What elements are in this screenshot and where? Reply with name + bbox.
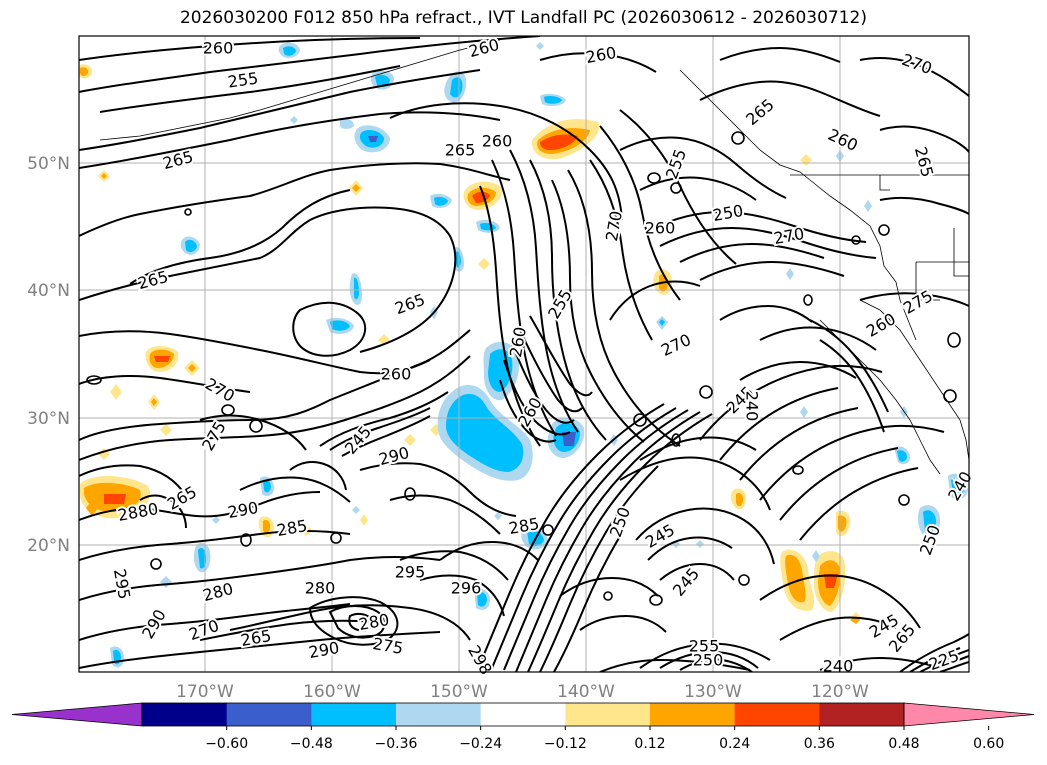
lon-label-150w: 150°W: [430, 682, 488, 702]
contour-label: 240: [821, 655, 856, 678]
refractivity-contours: [79, 36, 969, 672]
colorbar-segment: [734, 703, 820, 726]
contour-label: 265: [443, 139, 478, 162]
colorbar-tick-label: −0.36: [375, 736, 418, 752]
contour-label-text: 265: [445, 141, 476, 160]
colorbar-segment: [142, 703, 228, 726]
lat-label-40n: 40°N: [27, 281, 70, 301]
contour-label: 296: [449, 577, 484, 600]
colorbar-tick-label: −0.24: [459, 736, 502, 752]
lon-label-160w: 160°W: [303, 682, 361, 702]
lon-label-120w: 120°W: [811, 682, 869, 702]
lat-label-20n: 20°N: [27, 536, 70, 556]
lon-label-140w: 140°W: [557, 682, 615, 702]
colorbar-tick-label: −0.60: [205, 736, 248, 752]
contour-label-text: 260: [203, 39, 234, 58]
colorbar-tick-label: −0.48: [290, 736, 333, 752]
longitude-labels: 170°W 160°W 150°W 140°W 130°W 120°W: [176, 682, 869, 702]
contour-label-text: 280: [357, 610, 390, 634]
contour-label-text: 240: [823, 657, 854, 676]
colorbar-segment: [311, 703, 397, 726]
negative-anomaly-patches: [110, 42, 968, 668]
colorbar-tick-label: 0.60: [973, 736, 1004, 752]
contour-label: 295: [393, 561, 428, 584]
contour-label: 255: [687, 635, 722, 658]
contour-label-text: 240: [743, 391, 762, 422]
colorbar-segment: [396, 703, 482, 726]
contour-label-text: 260: [482, 132, 513, 151]
colorbar-border: [141, 702, 905, 727]
colorbar-extend-high: [903, 702, 1035, 727]
contour-label: 260: [480, 130, 515, 153]
lon-label-130w: 130°W: [684, 682, 742, 702]
contour-label: 240: [741, 389, 764, 424]
colorbar-segment: [480, 703, 566, 726]
contour-label-text: 250: [693, 651, 724, 670]
contour-label: 280: [303, 577, 338, 600]
colorbar-extend-low: [11, 702, 143, 727]
colorbar-tick-label: −0.12: [544, 736, 587, 752]
contour-label-text: 295: [395, 563, 426, 582]
contour-label: 260: [201, 37, 236, 60]
shading-layer: [79, 42, 968, 668]
colorbar-segment: [565, 703, 651, 726]
colorbar-tick-label: 0.24: [719, 736, 750, 752]
map-title: 2026030200 F012 850 hPa refract., IVT La…: [179, 8, 867, 28]
map-frame: [78, 35, 970, 673]
colorbar-ticks: −0.60 −0.48 −0.36 −0.24 −0.12 0.12 0.24 0.36 0.4…: [205, 726, 1004, 752]
colorbar-segment: [819, 703, 905, 726]
contour-label: 260: [379, 363, 414, 386]
contour-label-text: 296: [451, 579, 482, 598]
lat-label-30n: 30°N: [27, 409, 70, 429]
contour-label-text: 255: [689, 637, 720, 656]
lat-label-50n: 50°N: [27, 154, 70, 174]
colorbar-tick-label: 0.36: [804, 736, 835, 752]
colorbar-segment: [226, 703, 312, 726]
colorbar: [11, 702, 1035, 727]
lon-label-170w: 170°W: [176, 682, 234, 702]
contour-label: 260: [643, 217, 678, 240]
latitude-labels: 50°N 40°N 30°N 20°N: [27, 154, 70, 556]
contour-label: 280: [355, 608, 392, 636]
contour-label: 250: [691, 649, 726, 672]
colorbar-tick-label: 0.12: [634, 736, 665, 752]
colorbar-tick-label: 0.48: [888, 736, 919, 752]
contour-label-text: 260: [381, 365, 412, 384]
colorbar-segment: [650, 703, 736, 726]
contour-label-text: 280: [305, 579, 336, 598]
contour-label-text: 260: [645, 219, 676, 238]
small-closed-contours: [86, 131, 961, 606]
